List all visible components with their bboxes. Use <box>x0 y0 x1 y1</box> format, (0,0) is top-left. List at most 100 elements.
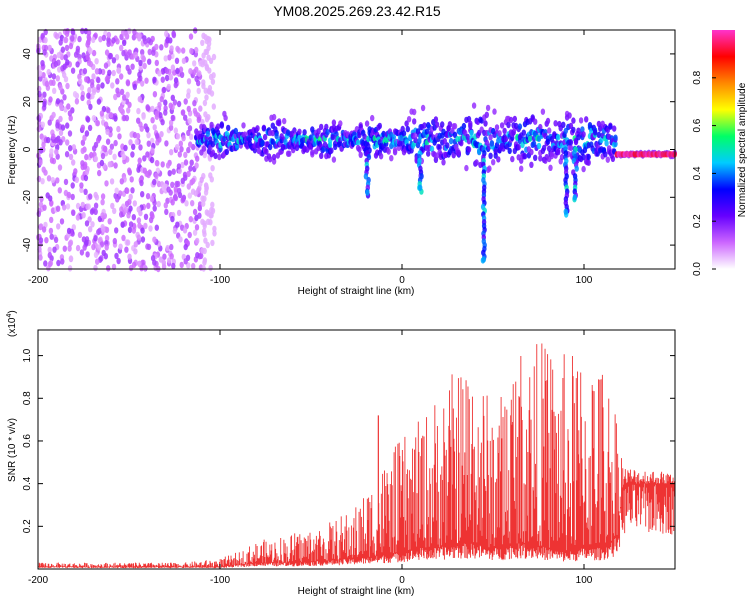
spectrogram-cell <box>143 213 149 220</box>
spectrogram-cell <box>109 178 115 185</box>
spectrogram-cell <box>49 157 55 164</box>
spectrogram-cell <box>183 243 188 251</box>
spectrogram-cell <box>604 140 609 147</box>
spectrogram-cell <box>127 226 133 234</box>
spectrogram-cell <box>377 122 382 130</box>
spectrogram-cell <box>38 201 44 208</box>
spectrogram-cell <box>517 123 523 130</box>
snr-scale-close: ) <box>7 310 18 313</box>
spectrogram-cell <box>194 75 199 83</box>
spectrogram-ytick-label: -40 <box>22 237 33 252</box>
spectrogram-cell <box>65 122 70 129</box>
spectrogram-cell <box>68 145 73 152</box>
spectrogram-cell <box>211 72 216 79</box>
spectrogram-cell <box>105 138 111 145</box>
spectrogram-cell <box>82 244 87 251</box>
snr-scale-label: (x104) <box>6 310 18 337</box>
spectrogram-cell <box>62 63 67 70</box>
spectrogram-cell <box>101 34 107 42</box>
spectrogram-cell <box>146 243 152 251</box>
spectrogram-cell <box>418 184 423 191</box>
spectrogram-cell <box>189 159 194 166</box>
spectrogram-cell <box>145 151 150 158</box>
spectrogram-cell <box>381 130 386 138</box>
spectrogram-xlabel: Height of straight line (km) <box>298 286 415 297</box>
spectrogram-cell <box>42 100 47 108</box>
spectrogram-cell <box>55 205 61 212</box>
snr-marks <box>37 343 676 569</box>
spectrogram-cell <box>105 113 110 120</box>
spectrogram-cell <box>77 231 83 239</box>
spectrogram-cell <box>140 191 145 198</box>
spectrogram-cell <box>233 127 238 135</box>
spectrogram-cell <box>547 145 552 152</box>
spectrogram-cell <box>110 202 115 210</box>
spectrogram-cell <box>40 32 45 40</box>
spectrogram-cell <box>46 175 52 182</box>
spectrogram-cell <box>146 202 151 209</box>
spectrogram-cell <box>139 125 144 132</box>
spectrogram-cell <box>63 36 69 44</box>
spectrogram-cell <box>75 214 81 221</box>
spectrogram-cell <box>55 177 60 184</box>
spectrogram-cell <box>182 171 188 178</box>
spectrogram-cell <box>210 201 215 208</box>
spectrogram-cell <box>447 121 453 128</box>
spectrogram-cell <box>170 215 175 223</box>
spectrogram-cell <box>189 47 194 55</box>
colorbar-label: Normalized spectral amplitude <box>737 82 748 217</box>
spectrogram-cell <box>152 124 157 131</box>
spectrogram-cell <box>125 187 130 194</box>
spectrogram-cell <box>88 103 93 111</box>
spectrogram-cell <box>86 92 91 99</box>
spectrogram-cell <box>42 49 47 56</box>
spectrogram-cell <box>556 149 561 156</box>
spectrogram-cell <box>464 164 469 172</box>
spectrogram-cell <box>36 114 41 122</box>
spectrogram-cell <box>70 35 75 42</box>
spectrogram-cell <box>100 212 105 219</box>
spectrogram-cell <box>52 246 57 253</box>
spectrogram-cell <box>210 141 216 148</box>
spectrogram-cell <box>152 205 157 212</box>
snr-ytick-label: 0.2 <box>22 519 33 533</box>
spectrogram-cell <box>95 258 100 265</box>
colorbar-tick-label: 0.6 <box>692 118 703 132</box>
spectrogram-cell <box>187 117 192 125</box>
spectrogram-cell <box>113 93 118 101</box>
spectrogram-cell <box>56 259 61 267</box>
spectrogram-cell <box>52 87 57 95</box>
spectrogram-cell <box>65 203 71 210</box>
spectrogram-cell <box>110 82 115 89</box>
spectrogram-cell <box>540 108 546 115</box>
spectrogram-marks <box>36 27 677 273</box>
spectrogram-cell <box>93 208 98 215</box>
spectrogram-cell <box>201 79 206 86</box>
spectrogram-cell <box>111 37 116 44</box>
spectrogram-cell <box>132 83 137 91</box>
spectrogram-cell <box>452 131 458 138</box>
spectrogram-cell <box>441 159 446 166</box>
spectrogram-cell <box>164 208 169 216</box>
spectrogram-cell <box>41 72 46 79</box>
spectrogram-cell <box>181 57 187 65</box>
spectrogram-cell <box>202 220 207 227</box>
spectrogram-cell <box>56 223 61 230</box>
spectrogram-cell <box>125 64 130 72</box>
spectrogram-cell <box>58 39 63 46</box>
spectrogram-cell <box>84 153 89 161</box>
colorbar-tick-label: 0.2 <box>692 214 703 228</box>
colorbar: 0.0 0.2 0.4 0.6 0.8 Normalized spectral ampl… <box>692 30 748 276</box>
spectrogram-cell <box>78 78 83 85</box>
spectrogram-cell <box>178 236 183 243</box>
spectrogram-cell <box>173 81 178 89</box>
spectrogram-cell <box>506 121 511 129</box>
spectrogram-cell <box>113 162 118 169</box>
spectrogram-cell <box>203 237 208 244</box>
spectrogram-cell <box>186 78 192 85</box>
spectrogram-cell <box>85 54 90 61</box>
spectrogram-cell <box>203 59 208 66</box>
spectrogram-cell <box>355 139 361 146</box>
snr-xtick-label: -200 <box>28 575 48 586</box>
spectrogram-cell <box>125 51 131 58</box>
